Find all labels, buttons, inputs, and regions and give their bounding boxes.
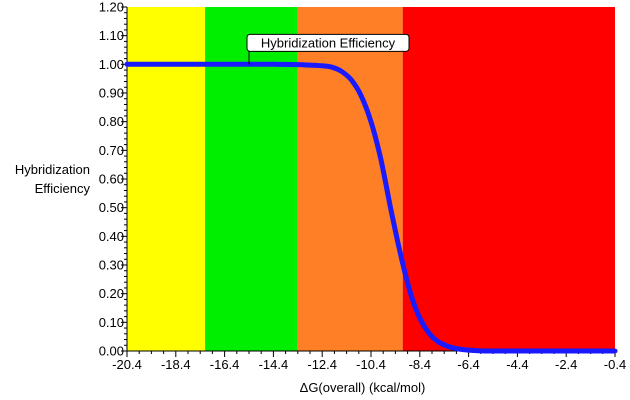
y-tick-label: 0.40	[99, 229, 124, 244]
x-tick-label: -0.4	[604, 357, 626, 372]
x-tick-label: -16.4	[210, 357, 240, 372]
y-tick-label: 0.90	[99, 86, 124, 101]
annotation-label: Hybridization Efficiency	[261, 35, 396, 50]
band-4	[402, 7, 615, 351]
annotation-box	[246, 33, 410, 52]
y-tick-label: 0.50	[99, 200, 124, 215]
x-tick-label: -2.4	[555, 357, 577, 372]
y-tick-label: 1.00	[99, 57, 124, 72]
y-tick-label: 0.30	[99, 258, 124, 273]
y-tick-label: 0.00	[99, 344, 124, 359]
x-tick-label: -14.4	[259, 357, 289, 372]
y-tick-label: 0.60	[99, 172, 124, 187]
x-axis-label: ΔG(overall) (kcal/mol)	[299, 380, 426, 395]
x-tick-label: -20.4	[112, 357, 142, 372]
y-tick-label: 0.20	[99, 286, 124, 301]
y-tick-label: 1.20	[99, 0, 124, 15]
y-axis-label-line-1: Hybridization	[14, 162, 90, 177]
x-tick-label: -12.4	[307, 357, 337, 372]
y-axis-label-line-2: Efficiency	[34, 181, 90, 196]
band-1	[127, 7, 206, 351]
y-tick-label: 0.80	[99, 114, 124, 129]
series-line-1	[124, 61, 618, 354]
y-axis-label: Hybridization Efficiency	[2, 160, 90, 198]
y-tick-label: 0.70	[99, 143, 124, 158]
y-tick-label: 1.10	[99, 28, 124, 43]
x-tick-label: -6.4	[457, 357, 479, 372]
y-tick-label: 0.10	[99, 315, 124, 330]
x-tick-label: -18.4	[161, 357, 191, 372]
x-tick-label: -4.4	[506, 357, 528, 372]
band-2	[205, 7, 298, 351]
x-tick-label: -8.4	[409, 357, 431, 372]
x-tick-label: -10.4	[356, 357, 386, 372]
